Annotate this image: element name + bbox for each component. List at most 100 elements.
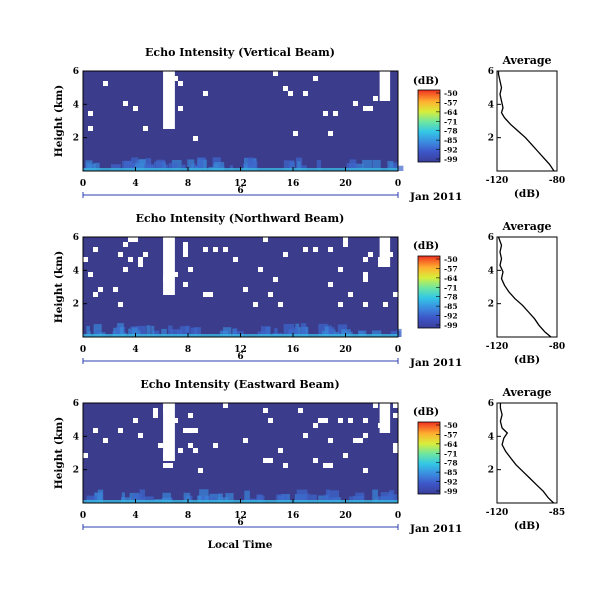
colorbar-tick-label: -99 (444, 487, 458, 496)
echo-cell (135, 163, 146, 171)
x-tick-label: 12 (234, 179, 247, 189)
colorbar-tick-label: -57 (444, 430, 458, 439)
missing-cell (328, 463, 333, 468)
missing-cell (138, 262, 143, 267)
echo-cell (187, 159, 195, 171)
y-axis-label: Height (km) (53, 251, 65, 323)
profile-plot: 6 4 2 -120 -85 (486, 399, 565, 518)
echo-cell (152, 330, 160, 337)
echo-cell (328, 490, 339, 503)
echo-cell (394, 165, 404, 171)
echo-cell (183, 492, 191, 503)
missing-cell (118, 302, 123, 307)
colorbar-tick-label: -85 (444, 468, 458, 477)
missing-cell (363, 106, 368, 111)
echo-cell (304, 493, 310, 503)
missing-cell (373, 403, 378, 408)
echo-cell (197, 157, 204, 171)
echo-cell (128, 328, 132, 337)
x-tick-label: 8 (185, 345, 191, 355)
x-tick-label: 8 (185, 179, 191, 189)
missing-cell (203, 247, 208, 252)
echo-cell (362, 159, 373, 171)
y-tick-label: 2 (73, 466, 79, 476)
profile-plot: 6 4 2 -120 -80 (486, 233, 565, 352)
profile-y-tick-label: 6 (488, 399, 494, 409)
missing-cell (83, 453, 88, 458)
profile-plot: 6 4 2 -120 -80 (486, 67, 565, 186)
echo-cell (93, 162, 100, 171)
missing-cell (273, 71, 278, 76)
y-tick-labels: 6 4 2 (73, 399, 79, 476)
echo-cell (355, 492, 365, 503)
profile-y-tick-label: 4 (488, 100, 494, 110)
echo-cell (289, 329, 299, 337)
y-tick-label: 4 (73, 432, 79, 442)
missing-cell (343, 237, 348, 242)
missing-cell (383, 302, 388, 307)
echo-cell (279, 494, 288, 503)
missing-cell (158, 443, 163, 448)
profile-y-tick-label: 2 (488, 134, 494, 144)
colorbar-tick-label: -64 (444, 108, 458, 117)
echo-cell (179, 326, 189, 337)
profile-x-tick-label: -120 (486, 508, 509, 518)
missing-cell (138, 257, 143, 262)
y-tick-label: 2 (73, 300, 79, 310)
echo-cell (181, 164, 186, 171)
missing-cell (193, 136, 198, 141)
profile-frame (496, 236, 558, 338)
x-tick-labels: 0 4 8 12 16 20 0 (80, 179, 401, 189)
x-tick-label: 20 (339, 511, 352, 521)
missing-column (379, 403, 391, 433)
date-label: Jan 2011 (409, 191, 462, 203)
missing-cell (363, 257, 368, 262)
x-tick-label: 4 (132, 345, 138, 355)
missing-column (163, 403, 175, 461)
profile-x-tick-label: -85 (549, 508, 565, 518)
heatmap-title: Echo Intensity (Vertical Beam) (145, 46, 335, 59)
missing-cell (348, 292, 353, 297)
missing-cell (113, 287, 118, 292)
profile-xlabel: (dB) (514, 188, 540, 200)
echo-cell (300, 323, 307, 337)
y-tick-label: 6 (73, 233, 79, 243)
profile-title: Average (501, 220, 551, 233)
missing-cell (323, 463, 328, 468)
missing-cell (93, 428, 98, 433)
missing-cell (183, 242, 188, 247)
missing-data (88, 71, 391, 141)
heatmap-background (83, 71, 398, 171)
missing-cell (128, 257, 133, 262)
echo-cell (296, 489, 308, 503)
y-axis-label: Height (km) (53, 85, 65, 157)
echo-cell (261, 326, 271, 337)
missing-cell (393, 292, 398, 297)
missing-cell (88, 111, 93, 116)
missing-cell (363, 418, 368, 423)
echo-cell (162, 492, 171, 503)
missing-data (83, 237, 398, 307)
missing-cell (313, 247, 318, 252)
missing-cell (188, 443, 193, 448)
missing-cell (143, 126, 148, 131)
profile-y-tick-label: 4 (488, 432, 494, 442)
echo-cell (244, 490, 250, 503)
echo-cell (380, 492, 392, 503)
missing-cell (243, 438, 248, 443)
missing-cell (93, 292, 98, 297)
echo-cell (146, 325, 151, 337)
missing-cell (193, 428, 198, 433)
missing-cell (213, 247, 218, 252)
x-tick-labels: 0 4 8 12 16 20 0 (80, 511, 401, 521)
echo-cell (197, 495, 204, 503)
profile-x-tick-label: -80 (549, 342, 565, 352)
profile-xlabel: (dB) (514, 520, 540, 532)
x-tick-label: 8 (185, 511, 191, 521)
missing-cell (133, 237, 138, 242)
x-tick-label: 12 (234, 345, 247, 355)
echo-cell (194, 327, 201, 337)
echo-cell (85, 160, 93, 171)
echo-cell (151, 325, 155, 337)
missing-cell (208, 292, 213, 297)
